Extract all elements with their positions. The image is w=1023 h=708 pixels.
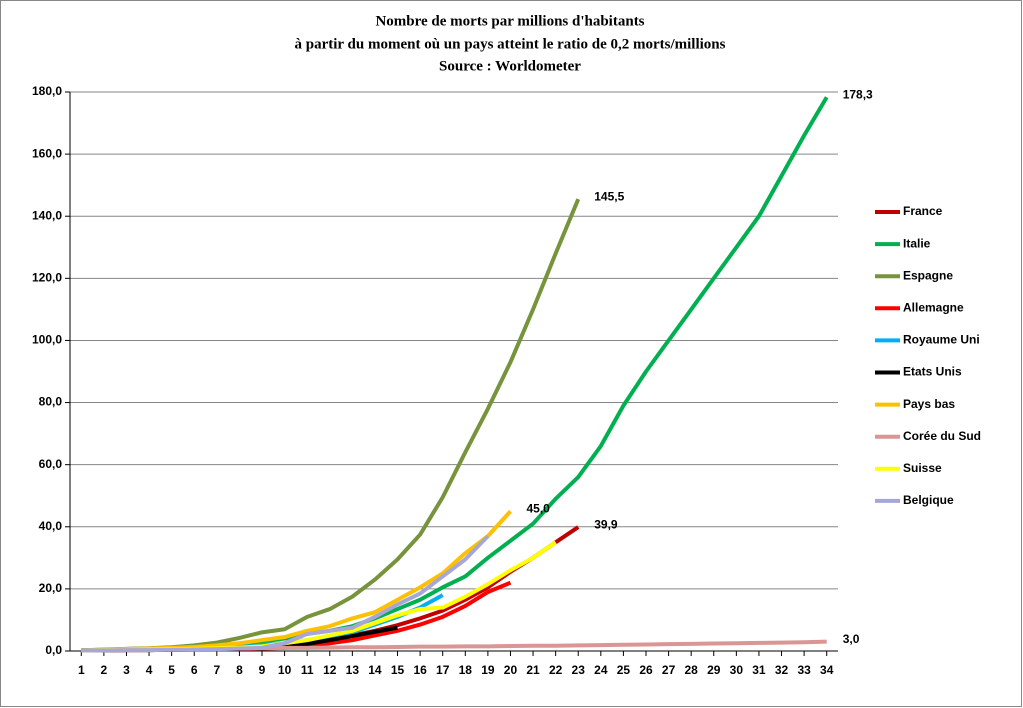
chart-title: Nombre de morts par millions d'habitants [375,13,644,29]
chart-subtitle: à partir du moment où un pays atteint le… [295,36,726,52]
legend-label: Belgique [903,493,954,507]
x-tick-label: 6 [191,663,198,677]
x-tick-label: 20 [504,663,518,677]
x-tick-label: 19 [481,663,495,677]
legend-label: Espagne [903,268,953,282]
series-line [81,534,490,653]
y-tick-label: 180,0 [32,84,62,98]
x-tick-label: 22 [549,663,563,677]
legend-label: Italie [903,236,931,250]
x-tick-label: 16 [413,663,427,677]
y-tick-label: 20,0 [39,581,63,595]
y-tick-label: 140,0 [32,208,62,222]
y-tick-label: 80,0 [39,395,63,409]
x-tick-label: 11 [301,663,314,677]
x-tick-label: 2 [101,663,108,677]
x-tick-label: 5 [168,663,175,677]
legend-label: Etats Unis [903,365,962,379]
x-tick-label: 21 [526,663,540,677]
y-tick-label: 120,0 [32,271,62,285]
data-label: 45,0 [526,501,550,515]
x-tick-label: 9 [259,663,266,677]
x-tick-label: 29 [707,663,721,677]
x-tick-label: 18 [459,663,473,677]
x-tick-label: 27 [662,663,676,677]
x-tick-label: 7 [213,663,220,677]
x-tick-label: 34 [820,663,834,677]
x-tick-label: 12 [323,663,337,677]
y-tick-label: 60,0 [39,457,63,471]
x-tick-label: 30 [730,663,744,677]
x-tick-label: 24 [594,663,608,677]
legend-label: Suisse [903,461,942,475]
y-tick-label: 160,0 [32,146,62,160]
x-tick-label: 33 [797,663,811,677]
x-tick-label: 31 [752,663,766,677]
x-tick-label: 3 [123,663,130,677]
x-tick-label: 13 [346,663,360,677]
x-tick-label: 25 [617,663,631,677]
x-tick-label: 14 [368,663,382,677]
legend-label: Royaume Uni [903,333,980,347]
x-tick-label: 15 [391,663,405,677]
legend-label: Corée du Sud [903,429,981,443]
x-tick-label: 28 [684,663,698,677]
x-tick-label: 26 [639,663,653,677]
x-tick-label: 1 [78,663,85,677]
x-tick-label: 32 [775,663,789,677]
x-tick-label: 8 [236,663,243,677]
x-tick-label: 10 [278,663,292,677]
y-tick-label: 40,0 [39,519,63,533]
y-tick-label: 0,0 [45,643,62,657]
legend-label: Pays bas [903,397,955,411]
legend-label: Allemagne [903,300,964,314]
chart-source: Source : Worldometer [439,58,581,74]
data-label: 3,0 [843,632,860,646]
y-tick-label: 100,0 [32,333,62,347]
x-tick-label: 17 [436,663,450,677]
legend-label: France [903,204,943,218]
data-label: 145,5 [594,189,624,203]
data-label: 39,9 [594,517,618,531]
x-tick-label: 4 [146,663,153,677]
data-label: 178,3 [843,87,873,101]
x-tick-label: 23 [572,663,586,677]
